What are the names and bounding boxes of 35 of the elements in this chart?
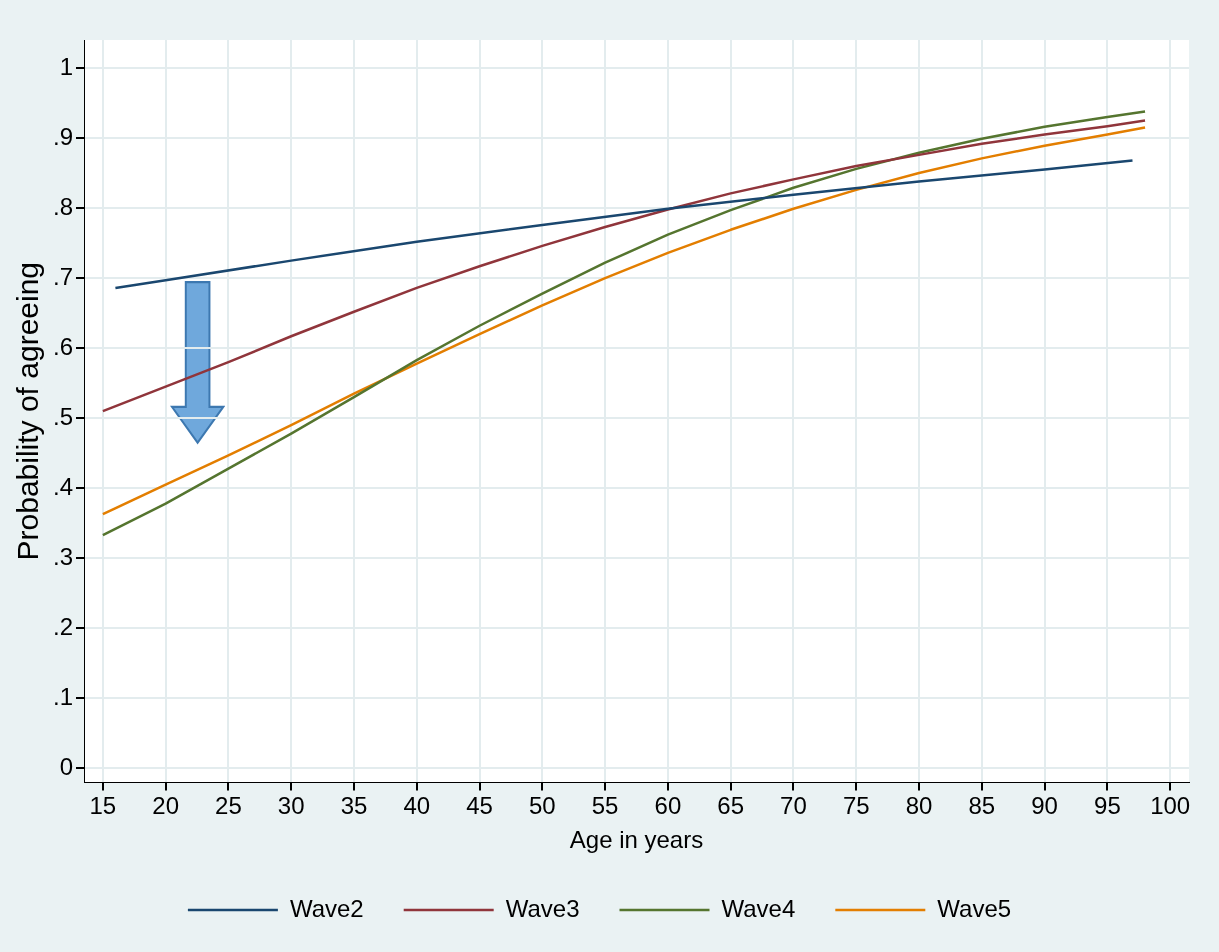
x-tick-label: 90 (1031, 792, 1058, 820)
legend-label: Wave3 (505, 894, 580, 922)
x-tick-label: 40 (403, 792, 431, 820)
x-tick-label: 25 (215, 792, 242, 820)
y-tick-label: .7 (53, 262, 74, 290)
y-tick-label: 1 (59, 52, 74, 80)
x-tick-label: 60 (654, 792, 682, 820)
y-tick-label: 0 (59, 753, 74, 781)
x-tick-label: 70 (780, 792, 807, 820)
y-tick-label: .9 (53, 122, 74, 150)
x-tick-label: 85 (968, 792, 996, 820)
x-tick-label: 20 (152, 792, 179, 820)
y-tick-label: .1 (53, 682, 74, 710)
x-tick-label: 50 (528, 792, 556, 820)
legend-label: Wave2 (289, 894, 364, 922)
legend-label: Wave5 (937, 894, 1012, 922)
y-axis-title: Probability of agreeing (11, 261, 45, 561)
x-axis-title: Age in years (569, 826, 704, 854)
x-tick-label: 55 (591, 792, 619, 820)
x-tick-label: 30 (277, 792, 305, 820)
y-tick-label: .4 (53, 472, 74, 500)
x-tick-label: 45 (466, 792, 493, 820)
x-tick-label: 75 (842, 792, 870, 820)
y-tick-label: .3 (53, 542, 74, 570)
x-tick-label: 100 (1150, 792, 1191, 820)
y-tick-label: .2 (53, 612, 74, 640)
x-tick-label: 80 (905, 792, 933, 820)
x-tick-label: 15 (89, 792, 117, 820)
legend-label: Wave4 (721, 894, 796, 922)
x-tick-label: 35 (340, 792, 368, 820)
y-tick-label: .5 (53, 402, 74, 430)
x-tick-label: 65 (717, 792, 745, 820)
y-tick-label: .8 (53, 192, 74, 220)
y-tick-label: .6 (53, 332, 74, 360)
x-tick-label: 95 (1094, 792, 1121, 820)
